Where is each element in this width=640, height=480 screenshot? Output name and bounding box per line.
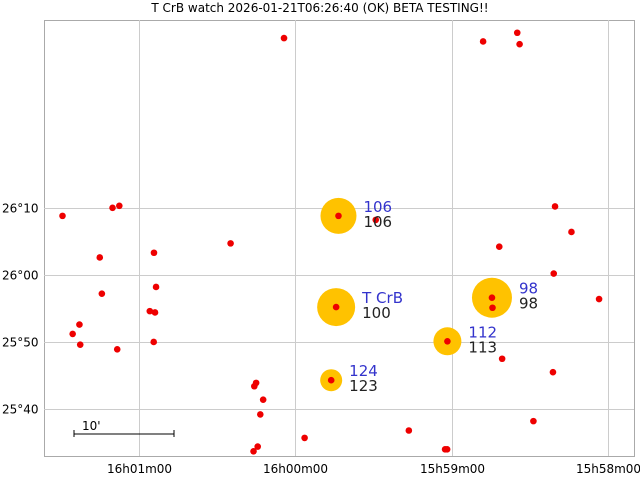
y-tick-label: 25°40	[2, 403, 39, 417]
field-star	[227, 240, 234, 247]
x-tick-label: 15h59m00	[420, 462, 485, 476]
comparison-name-label: 124	[349, 362, 378, 380]
comparison-halos	[317, 197, 512, 392]
field-star	[551, 203, 559, 210]
field-star	[530, 417, 537, 425]
comparison-mag-label: 98	[519, 295, 538, 313]
y-tick-label: 26°10	[2, 202, 39, 216]
field-star	[98, 290, 106, 297]
field-star	[116, 202, 123, 210]
field-star	[76, 321, 83, 328]
field-star	[516, 40, 523, 48]
comparison-name-label: T CrB	[361, 289, 403, 307]
field-star	[489, 304, 496, 312]
field-star	[146, 307, 154, 315]
field-star	[150, 338, 158, 346]
field-star	[113, 346, 121, 353]
field-star	[254, 443, 261, 450]
comparison-mag-label: 100	[362, 304, 391, 322]
x-tick-label: 16h00m00	[263, 462, 328, 476]
plot-frame	[44, 20, 635, 457]
comparison-name-label: 98	[519, 280, 538, 298]
comparison-star	[444, 337, 451, 345]
field-star	[109, 204, 116, 212]
comparison-name-label: 112	[468, 323, 497, 341]
field-star	[59, 212, 66, 220]
field-star	[479, 38, 487, 45]
field-star	[259, 396, 267, 403]
field-star	[280, 34, 288, 42]
scale-bar-label: 10'	[82, 419, 101, 433]
comparison-mag-label: 113	[468, 338, 497, 356]
axis-tick-labels: 16h01m00 16h00m00 15h59m00 15h58m00 26°10 26°…	[2, 202, 640, 477]
field-star	[150, 249, 158, 257]
comparison-mag-label: 106	[363, 213, 392, 231]
chart-title: T CrB watch 2026-01-21T06:26:40 (OK) BET…	[151, 1, 489, 15]
comparison-star	[327, 376, 335, 384]
field-star	[251, 382, 258, 390]
field-star	[96, 254, 104, 261]
scale-bar: 10'	[73, 419, 175, 437]
field-star	[495, 243, 503, 251]
field-star	[549, 368, 557, 376]
y-tick-label: 25°50	[2, 336, 39, 350]
field-stars	[59, 29, 603, 455]
field-star	[301, 434, 308, 442]
field-star	[69, 330, 76, 338]
field-star	[498, 355, 506, 363]
field-star	[76, 341, 84, 348]
field-star	[443, 445, 451, 453]
field-star	[405, 427, 413, 434]
field-star	[151, 309, 159, 316]
field-star	[250, 448, 257, 455]
x-tick-label: 16h01m00	[107, 462, 172, 476]
comparison-star	[332, 303, 340, 311]
comparison-mag-label: 123	[349, 377, 378, 395]
grid-lines	[44, 20, 634, 456]
field-star	[550, 270, 558, 277]
field-star	[595, 295, 603, 303]
y-tick-label: 26°00	[2, 269, 39, 283]
comparison-star	[335, 212, 342, 220]
field-star	[568, 228, 575, 236]
comparison-star	[488, 294, 496, 301]
field-star	[372, 216, 380, 224]
field-star	[152, 283, 160, 291]
field-star	[513, 29, 521, 37]
x-tick-label: 15h58m00	[576, 462, 640, 476]
field-star	[256, 411, 264, 418]
comparison-name-label: 106	[363, 198, 392, 216]
